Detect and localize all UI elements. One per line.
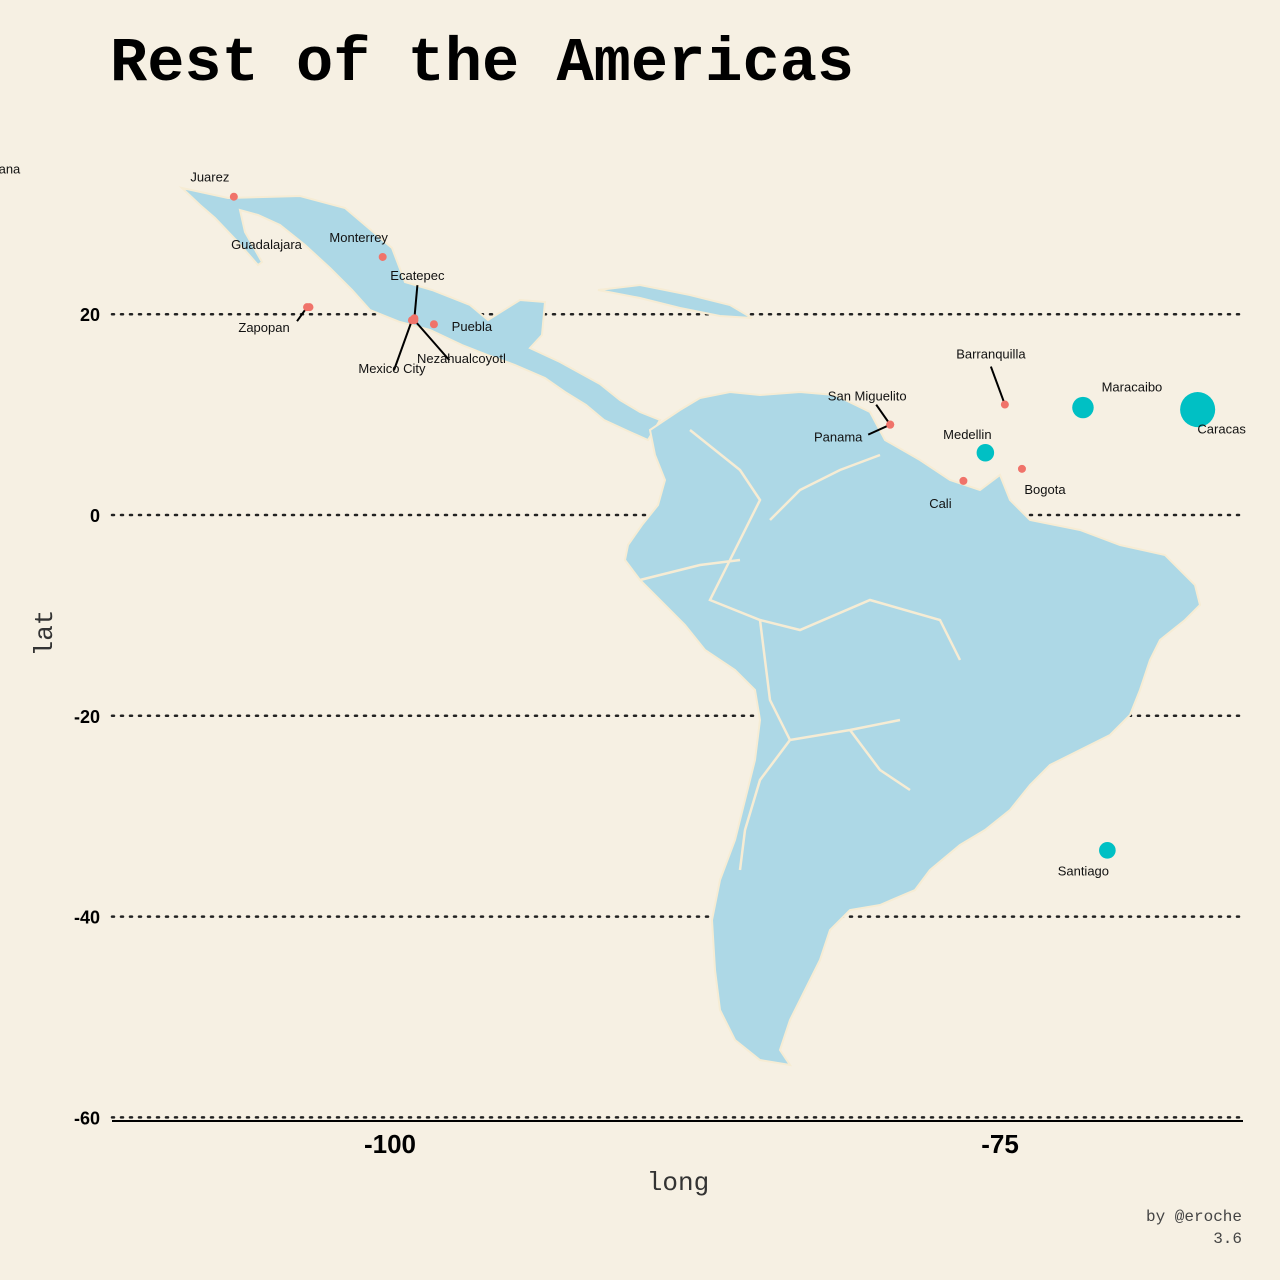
city-label: Tijuana — [0, 162, 21, 177]
city-label: Medellin — [943, 427, 991, 442]
x-tick-labels: -100-75-50 — [364, 1129, 1019, 1159]
city-label: Guadalajara — [231, 237, 303, 252]
leader-line — [413, 285, 419, 319]
leader-line — [989, 366, 1006, 405]
city-point — [378, 252, 387, 261]
city-point — [886, 420, 895, 429]
city-label: San Miguelito — [828, 389, 907, 404]
x-axis-title: long — [647, 1168, 709, 1198]
city-point — [303, 303, 312, 312]
x-tick-label: -75 — [981, 1129, 1019, 1159]
city-point — [410, 316, 419, 325]
x-tick-label: -100 — [364, 1129, 416, 1159]
city-label: Puebla — [452, 319, 493, 334]
city-label: Barranquilla — [956, 347, 1026, 362]
city-point — [976, 443, 995, 462]
y-tick-label: -60 — [74, 1108, 100, 1128]
caption-version: 3.6 — [1213, 1230, 1242, 1248]
city-point — [1000, 400, 1009, 409]
city-label: Juarez — [190, 170, 229, 185]
land-map — [178, 186, 1202, 1067]
city-point — [1072, 396, 1094, 419]
city-labels: Tijuana Juarez Monterrey Guadalajara Zapopan… — [0, 162, 1246, 879]
land-south-america — [623, 390, 1202, 1067]
y-axis-title: lat — [30, 610, 60, 657]
city-label: Bogota — [1024, 482, 1066, 497]
city-label: Cali — [929, 496, 952, 511]
leader-line — [867, 423, 891, 436]
city-point — [1017, 464, 1026, 473]
y-tick-labels: 20 0 -20 -40 -60 — [74, 305, 100, 1128]
chart-title: Rest of the Americas — [110, 28, 854, 99]
city-points — [229, 192, 1216, 859]
city-point — [1180, 392, 1216, 428]
city-point — [429, 320, 438, 329]
gridlines — [110, 312, 1245, 1119]
caption-author: by @eroche — [1146, 1208, 1242, 1226]
y-tick-label: 20 — [80, 305, 100, 325]
leader-line — [393, 319, 413, 371]
city-label: Maracaibo — [1102, 380, 1163, 395]
city-label: Zapopan — [238, 320, 289, 335]
city-label: Caracas — [1197, 422, 1246, 437]
land-mexico-central-america — [178, 186, 662, 442]
y-tick-label: -20 — [74, 707, 100, 727]
city-point — [229, 192, 238, 201]
city-label: Santiago — [1058, 863, 1109, 878]
y-tick-label: -40 — [74, 908, 100, 928]
y-tick-label: 0 — [90, 506, 100, 526]
leader-line — [413, 319, 451, 361]
city-point — [1099, 842, 1116, 859]
city-point — [959, 476, 968, 485]
leader-line — [875, 404, 892, 426]
land-caribbean — [597, 283, 753, 319]
country-borders — [639, 429, 962, 871]
city-label: Nezahualcoyotl — [417, 351, 506, 366]
city-label: Mexico City — [358, 361, 426, 376]
city-label: Ecatepec — [390, 268, 445, 283]
city-label: Panama — [814, 430, 863, 445]
city-label: Monterrey — [329, 230, 388, 245]
